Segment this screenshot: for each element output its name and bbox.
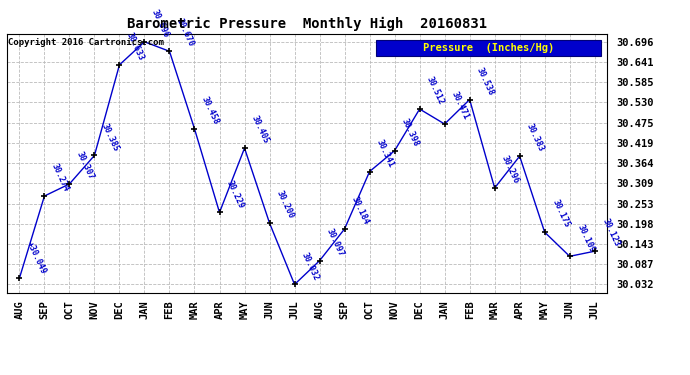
- FancyBboxPatch shape: [376, 40, 601, 56]
- Text: 30.341: 30.341: [375, 138, 396, 169]
- Text: 30.032: 30.032: [300, 251, 321, 282]
- Text: 30.109: 30.109: [575, 222, 596, 254]
- Title: Barometric Pressure  Monthly High  20160831: Barometric Pressure Monthly High 2016083…: [127, 17, 487, 31]
- Text: 30.383: 30.383: [525, 122, 546, 153]
- Text: 30.696: 30.696: [150, 8, 171, 39]
- Text: 30.633: 30.633: [125, 31, 146, 62]
- Text: 30.405: 30.405: [250, 114, 271, 146]
- Text: 30.184: 30.184: [350, 195, 371, 226]
- Text: 30.123: 30.123: [600, 217, 621, 248]
- Text: 30.274: 30.274: [50, 162, 71, 193]
- Text: 30.097: 30.097: [325, 227, 346, 258]
- Text: 30.471: 30.471: [450, 90, 471, 121]
- Text: 30.229: 30.229: [225, 179, 246, 210]
- Text: Copyright 2016 Cartronics.com: Copyright 2016 Cartronics.com: [8, 38, 164, 46]
- Text: 30.538: 30.538: [475, 66, 496, 97]
- Text: 30.398: 30.398: [400, 117, 421, 148]
- Text: Pressure  (Inches/Hg): Pressure (Inches/Hg): [423, 43, 554, 53]
- Text: 30.200: 30.200: [275, 189, 296, 220]
- Text: 30.512: 30.512: [425, 75, 446, 106]
- Text: 30.458: 30.458: [200, 95, 221, 126]
- Text: 30.175: 30.175: [550, 198, 571, 230]
- Text: 30.296: 30.296: [500, 154, 521, 185]
- Text: 30.670: 30.670: [175, 18, 196, 48]
- Text: 30.307: 30.307: [75, 150, 96, 181]
- Text: +30.049: +30.049: [25, 240, 48, 276]
- Text: 30.385: 30.385: [100, 122, 121, 153]
